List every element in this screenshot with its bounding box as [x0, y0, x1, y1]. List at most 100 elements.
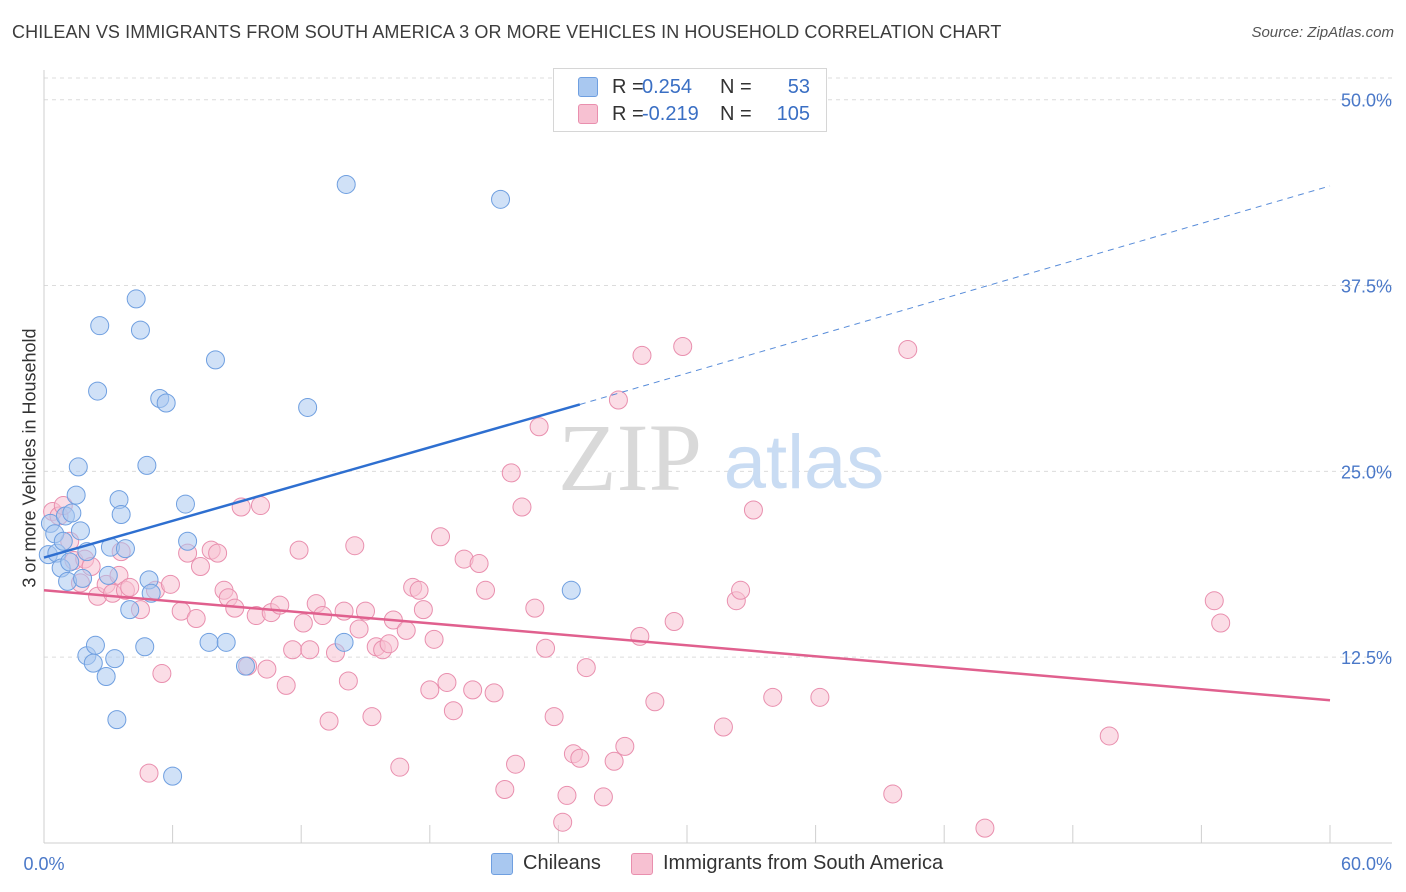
- point-immigrants: [186, 609, 206, 629]
- point-immigrants: [160, 574, 180, 594]
- point-immigrants: [593, 787, 613, 807]
- point-immigrants: [615, 736, 635, 756]
- point-immigrants: [476, 580, 496, 600]
- grid-layer: [44, 77, 1392, 658]
- legend-n-label: N =: [720, 75, 752, 98]
- point-immigrants: [576, 658, 596, 678]
- point-immigrants: [409, 580, 429, 600]
- point-chileans: [199, 632, 219, 652]
- point-immigrants: [362, 707, 382, 727]
- point-chileans: [115, 539, 135, 559]
- tick-label-layer: 12.5% 25.0% 37.5% 50.0% 0.0% 60.0%: [23, 91, 1392, 874]
- legend-n-label: N =: [720, 102, 752, 125]
- y-axis-label: 3 or more Vehicles in Household: [19, 328, 40, 588]
- point-chileans: [107, 710, 127, 730]
- point-immigrants: [883, 784, 903, 804]
- point-immigrants: [469, 554, 489, 574]
- point-immigrants: [289, 540, 309, 560]
- point-chileans: [216, 632, 236, 652]
- source-label: Source: ZipAtlas.com: [1251, 24, 1394, 41]
- series-legend-chileans[interactable]: Chileans: [491, 852, 601, 875]
- point-immigrants: [1211, 613, 1231, 633]
- point-immigrants: [431, 527, 451, 547]
- legend-swatch-immigrants: [578, 104, 598, 124]
- point-immigrants: [608, 390, 628, 410]
- point-immigrants: [1099, 726, 1119, 746]
- point-chileans: [85, 635, 105, 655]
- point-immigrants: [713, 717, 733, 737]
- point-chileans: [334, 632, 354, 652]
- point-immigrants: [1204, 591, 1224, 611]
- point-immigrants: [424, 629, 444, 649]
- point-immigrants: [396, 620, 416, 640]
- point-chileans: [70, 521, 90, 541]
- point-chileans: [235, 656, 255, 676]
- point-immigrants: [645, 692, 665, 712]
- legend-row-immigrants: R = -0.219 N = 105: [578, 102, 810, 126]
- y-tick-label: 37.5%: [1341, 277, 1392, 297]
- point-immigrants: [190, 557, 210, 577]
- axis-layer: [43, 70, 1392, 844]
- point-chileans: [135, 637, 155, 657]
- point-immigrants: [338, 671, 358, 691]
- point-chileans: [62, 503, 82, 523]
- trendline-chileans: [43, 403, 581, 559]
- point-chileans: [298, 397, 318, 417]
- point-immigrants: [300, 640, 320, 660]
- y-tick-label: 12.5%: [1341, 648, 1392, 668]
- point-immigrants: [664, 612, 684, 632]
- point-immigrants: [390, 757, 410, 777]
- x-tick-label-min: 0.0%: [23, 854, 64, 874]
- legend-swatch-chileans: [578, 77, 598, 97]
- point-chileans: [137, 455, 157, 475]
- point-immigrants: [345, 536, 365, 556]
- watermark-atlas: atlas: [724, 420, 885, 505]
- y-tick-label: 25.0%: [1341, 462, 1392, 482]
- point-chileans: [120, 600, 140, 620]
- point-chileans: [178, 531, 198, 551]
- point-chileans: [60, 552, 80, 572]
- point-chileans: [156, 393, 176, 413]
- point-chileans: [88, 381, 108, 401]
- point-immigrants: [898, 339, 918, 359]
- point-immigrants: [139, 763, 159, 783]
- point-chileans: [105, 649, 125, 669]
- point-chileans: [90, 316, 110, 336]
- point-immigrants: [250, 496, 270, 516]
- series-swatch-chileans: [491, 852, 513, 875]
- point-immigrants: [379, 634, 399, 654]
- y-tick-label: 50.0%: [1341, 91, 1392, 111]
- point-chileans: [111, 504, 131, 524]
- points-layer: [38, 174, 1231, 838]
- series-swatch-immigrants: [631, 852, 653, 875]
- point-immigrants: [570, 748, 590, 768]
- point-immigrants: [673, 336, 693, 356]
- point-immigrants: [512, 497, 532, 517]
- point-immigrants: [152, 664, 172, 684]
- point-chileans: [73, 568, 93, 588]
- point-chileans: [336, 174, 356, 194]
- point-immigrants: [437, 672, 457, 692]
- point-chileans: [561, 580, 581, 600]
- point-immigrants: [120, 577, 140, 597]
- point-immigrants: [731, 580, 751, 600]
- point-immigrants: [495, 779, 515, 799]
- series-legend-immigrants[interactable]: Immigrants from South America: [631, 852, 943, 875]
- point-chileans: [163, 766, 183, 786]
- trend-layer: [43, 185, 1331, 702]
- series-name-chileans: Chileans: [523, 852, 601, 874]
- point-chileans: [130, 320, 150, 340]
- point-immigrants: [553, 812, 573, 832]
- legend-r-label: R =: [612, 75, 644, 98]
- point-immigrants: [420, 680, 440, 700]
- trendline-immigrants: [43, 589, 1331, 702]
- point-immigrants: [276, 675, 296, 695]
- point-chileans: [68, 457, 88, 477]
- point-chileans: [98, 565, 118, 585]
- point-chileans: [491, 189, 511, 209]
- point-immigrants: [506, 754, 526, 774]
- point-chileans: [53, 531, 73, 551]
- point-chileans: [66, 485, 86, 505]
- point-immigrants: [536, 638, 556, 658]
